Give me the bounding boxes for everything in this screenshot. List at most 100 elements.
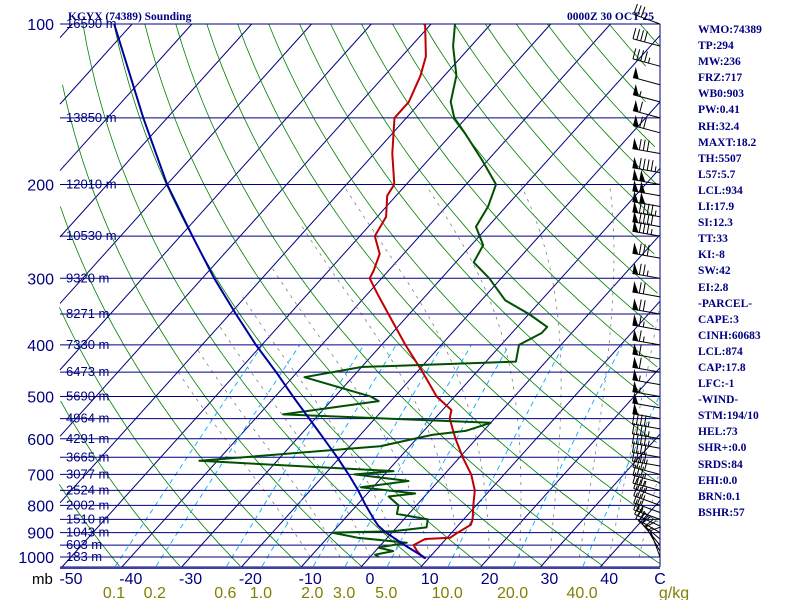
wind-barb-shaft — [633, 495, 661, 506]
wind-barb-pennant — [632, 114, 639, 128]
wind-barb-pennant — [632, 281, 639, 294]
pressure-tick-labels: 100 200 300 400 500 600 700 800 900 1000 — [18, 17, 54, 567]
wind-barb-shaft — [635, 518, 661, 534]
wind-barb-pennant — [632, 168, 639, 181]
index-line: HEL:73 — [698, 426, 738, 439]
wind-barb — [632, 343, 661, 360]
dry-adiabat-line — [608, 23, 646, 67]
temperature-tick-label: -40 — [119, 571, 142, 588]
wind-barb — [632, 298, 661, 315]
wind-barb — [632, 137, 661, 155]
mixing-ratio-tick-label: 40.0 — [567, 585, 598, 600]
wind-barb-pennant — [632, 137, 639, 150]
moist-adiabat-line — [217, 323, 371, 558]
wind-barb-full — [643, 425, 647, 437]
wind-barb-full — [636, 5, 642, 16]
height-label: 13850 m — [66, 110, 117, 125]
index-line: BSHR:57 — [698, 506, 745, 519]
wind-barb — [632, 220, 661, 237]
mixing-ratio-line — [513, 344, 623, 567]
height-label: 4964 m — [66, 411, 109, 426]
index-line: CAPE:3 — [698, 313, 739, 326]
parcel-line — [113, 23, 427, 560]
wind-barb-full — [632, 472, 637, 484]
wind-barb-half — [646, 270, 649, 277]
wind-barb — [649, 526, 661, 558]
wind-barb-shaft — [632, 308, 661, 315]
wind-barb-half — [650, 229, 653, 235]
dry-adiabat-line — [59, 307, 241, 567]
moist-adiabat-line — [301, 226, 461, 558]
wind-barb-full — [650, 526, 661, 532]
wind-barb — [633, 485, 661, 506]
mixing-ratio-tick-label: 0.6 — [214, 585, 236, 600]
wind-barb-shaft — [632, 353, 661, 360]
wind-barb-full — [636, 493, 642, 505]
wind-barb-full — [646, 140, 650, 152]
wind-barb-full — [638, 243, 642, 255]
dry-adiabat-line — [237, 23, 659, 523]
wind-barb-full — [639, 424, 643, 436]
wind-barbs — [631, 3, 661, 558]
wind-barb — [633, 3, 661, 25]
mixing-ratio-tick-label: 20.0 — [497, 585, 528, 600]
dry-adiabat-line — [299, 23, 657, 443]
index-line: SHR+:0.0 — [698, 442, 747, 455]
height-label: 7330 m — [66, 337, 109, 352]
index-line: TT:33 — [698, 233, 728, 246]
wind-barb — [632, 180, 661, 197]
wind-barb — [632, 156, 661, 174]
wind-barb-shaft — [632, 252, 661, 259]
wind-barb-shaft — [633, 509, 661, 520]
wind-barb-full — [635, 423, 639, 435]
wind-barb-half — [654, 166, 657, 172]
index-line: MW:236 — [698, 56, 741, 69]
wind-barb-full — [643, 117, 647, 129]
wind-barb — [632, 114, 661, 134]
wind-barb-full — [638, 202, 642, 214]
temperature-tick-labels: -50 -40 -30 -20 -10 0 10 20 30 40 C — [59, 571, 665, 588]
wind-barb-shaft — [638, 520, 661, 540]
wind-barb-shaft — [633, 487, 661, 499]
index-line: SW:42 — [698, 265, 731, 278]
wind-barb-pennant — [632, 242, 639, 255]
mixing-ratio-lines — [115, 344, 660, 567]
wind-barb — [632, 66, 661, 86]
wind-barb — [632, 201, 661, 218]
wind-barb — [632, 402, 661, 420]
wind-barb-full — [638, 158, 642, 170]
wind-barb-full — [644, 519, 654, 528]
wind-barb-full — [640, 458, 645, 470]
index-line: LCL:874 — [698, 345, 743, 358]
wind-barb-shaft — [632, 366, 661, 373]
wind-barb-full — [646, 244, 650, 256]
mixing-ratio-line — [226, 344, 365, 567]
dewpoint-line — [198, 23, 549, 558]
wind-barb-full — [638, 330, 642, 342]
height-label: 1043 m — [66, 525, 109, 540]
wind-barb — [632, 190, 661, 208]
height-label: 183 m — [66, 549, 102, 564]
wind-barb-full — [642, 282, 646, 294]
wind-barb-full — [639, 116, 644, 128]
pressure-tick-label: 200 — [27, 177, 54, 194]
wind-barb-full — [642, 139, 646, 151]
wind-barb-full — [650, 214, 654, 226]
dry-adiabat-line — [206, 23, 661, 565]
moist-adiabat-line — [425, 184, 522, 558]
wind-barb-shaft — [632, 324, 661, 331]
height-label: 603 m — [66, 537, 102, 552]
pressure-tick-label: 100 — [27, 17, 54, 34]
moist-adiabat-line — [638, 465, 662, 558]
wind-barb-full — [638, 315, 642, 327]
wind-barb-full — [632, 48, 637, 60]
dry-adiabat-line — [546, 23, 656, 148]
height-label: 16590 m — [66, 16, 117, 31]
index-line: CAP:17.8 — [698, 361, 746, 374]
wind-barb-full — [633, 477, 638, 489]
wind-barb — [633, 492, 661, 513]
wind-barb-shaft — [632, 125, 661, 134]
pressure-tick-label: 800 — [27, 498, 54, 515]
wind-barb-shaft — [632, 442, 661, 449]
wind-barb-shaft — [632, 221, 661, 228]
